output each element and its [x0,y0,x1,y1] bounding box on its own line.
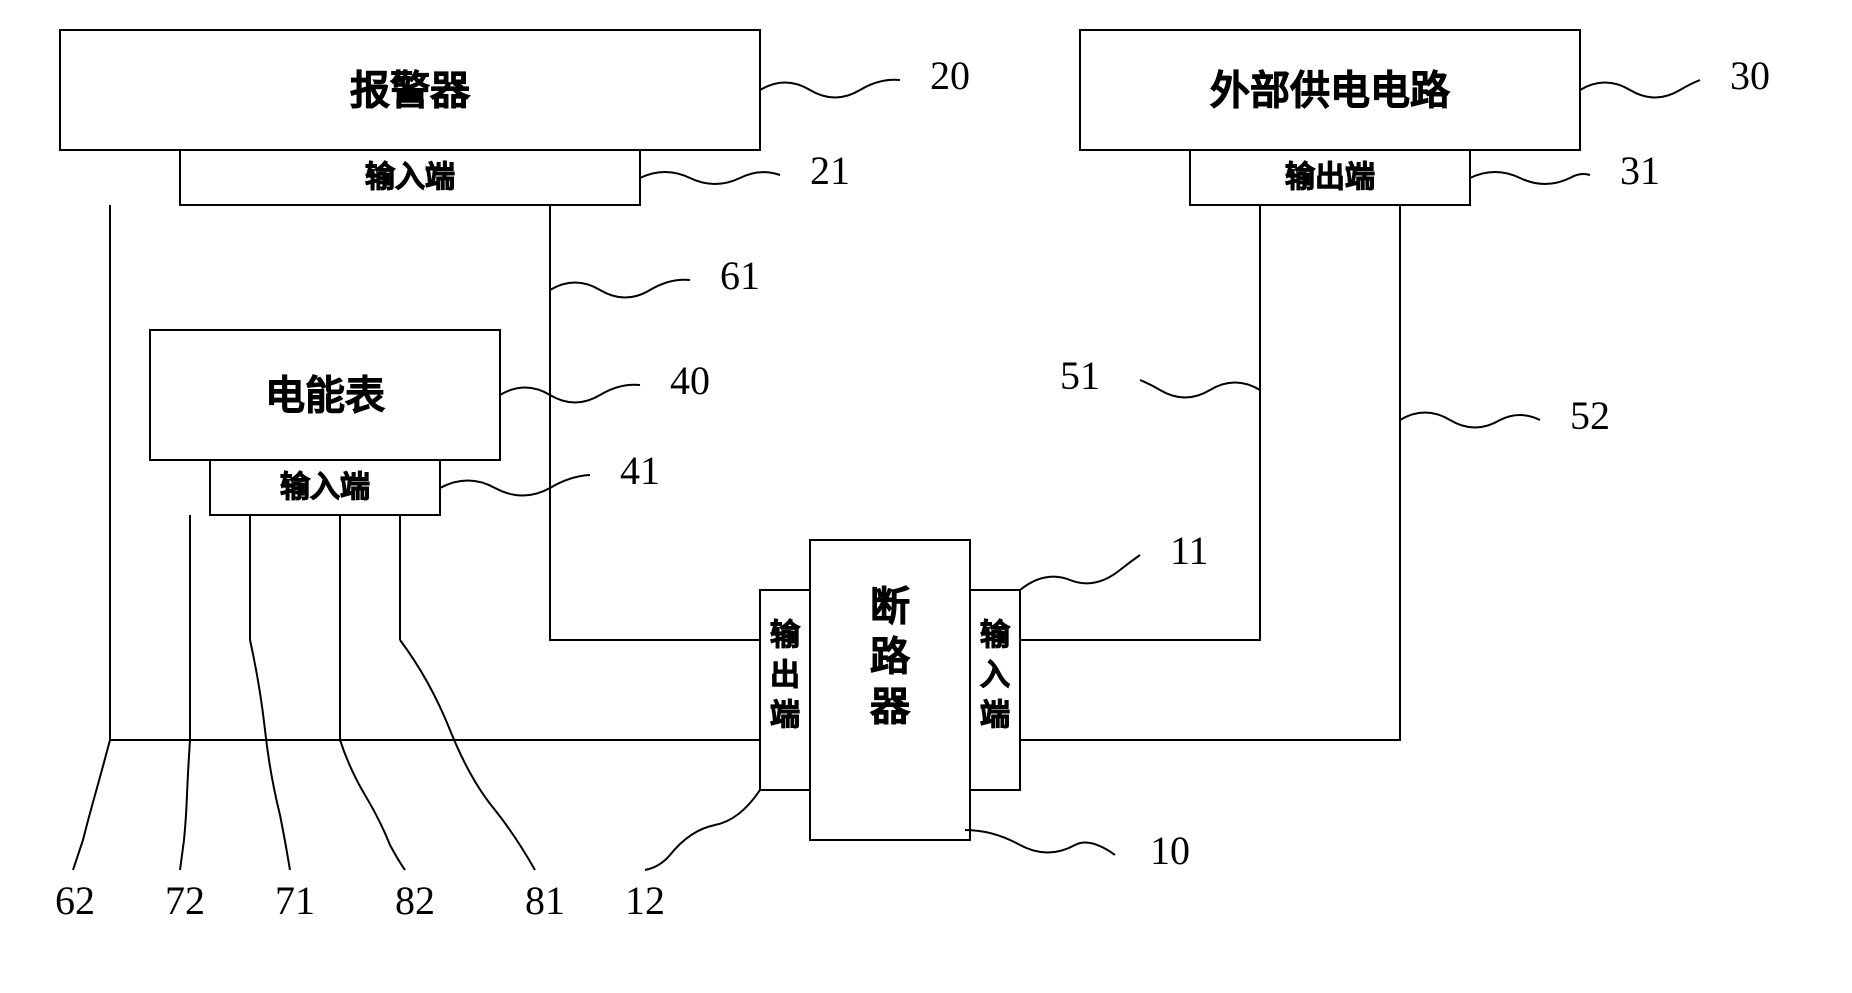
num-71: 71 [275,878,315,923]
leader-61 [550,280,690,298]
leader-30 [1580,80,1700,98]
num-30: 30 [1730,53,1770,98]
num-40: 40 [670,358,710,403]
block-alarm-label: 报警器 [350,68,470,113]
num-12: 12 [625,878,665,923]
leader-41 [440,475,590,496]
block-meter-label: 电能表 [265,373,385,418]
leader-31 [1470,172,1590,184]
leader-71 [250,640,290,870]
leader-10 [965,830,1115,855]
block-breaker-input-c3: 端 [980,699,1010,732]
num-61: 61 [720,253,760,298]
block-breaker-label-c3: 器 [870,684,910,729]
block-ext-output-label: 输出端 [1285,161,1375,194]
num-20: 20 [930,53,970,98]
leader-72 [180,740,190,870]
leader-82 [340,740,405,870]
num-62: 62 [55,878,95,923]
block-breaker-input-c2: 入 [980,659,1010,692]
block-alarm-input-label: 输入端 [365,161,455,194]
block-diagram: 报警器 输入端 外部供电电路 输出端 电能表 输入端 断 路 器 输 入 端 输… [0,0,1852,993]
num-81: 81 [525,878,565,923]
leader-20 [760,80,900,98]
block-breaker-output-c3: 端 [770,699,800,732]
block-meter-input-label: 输入端 [280,471,370,504]
num-11: 11 [1170,528,1209,573]
leader-52 [1400,413,1540,428]
num-52: 52 [1570,393,1610,438]
leader-21 [640,172,780,184]
num-72: 72 [165,878,205,923]
num-82: 82 [395,878,435,923]
num-51: 51 [1060,353,1100,398]
num-21: 21 [810,148,850,193]
wire-51 [1020,205,1260,640]
block-breaker-input-c1: 输 [980,619,1010,652]
block-breaker-label-c2: 路 [870,634,910,679]
block-breaker-output-c2: 出 [770,659,800,692]
wire-52 [1020,205,1400,740]
leader-40 [500,385,640,403]
block-breaker-label-c1: 断 [870,584,910,629]
num-41: 41 [620,448,660,493]
block-ext-power-label: 外部供电电路 [1210,68,1450,113]
leader-51 [1140,380,1260,398]
leader-81 [400,640,535,870]
num-10: 10 [1150,828,1190,873]
leader-12 [645,790,760,870]
block-breaker-output-c1: 输 [770,619,800,652]
leader-62 [73,740,110,870]
num-31: 31 [1620,148,1660,193]
leader-11 [1020,555,1140,590]
